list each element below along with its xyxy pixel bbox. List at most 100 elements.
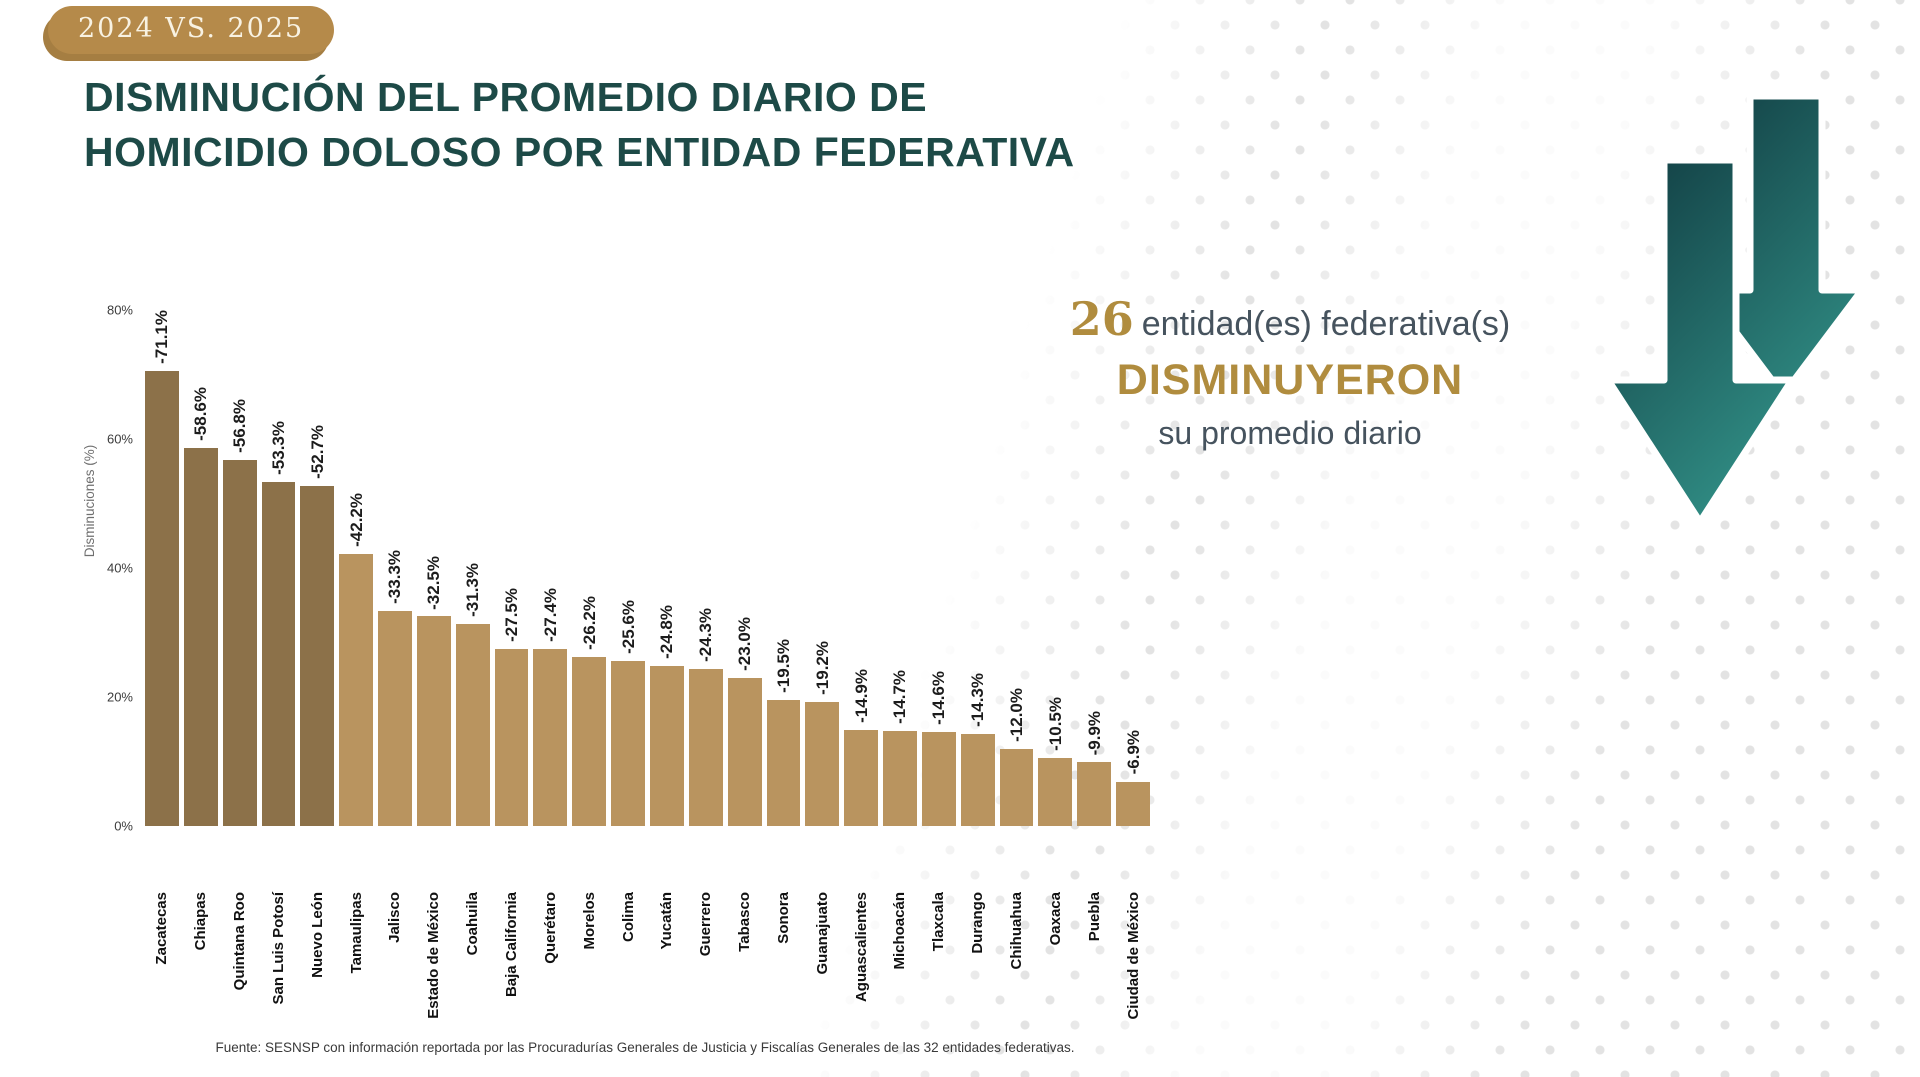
bar-chart: Disminuciones (%) 0% 20% 40% 60% 80% -71.1% -…	[82, 303, 1150, 1077]
x-label-text: Yucatán	[658, 892, 676, 950]
bar-rect	[261, 482, 296, 826]
bar-value-label: -31.3%	[463, 563, 483, 618]
bar-coahuila: -31.3%	[455, 310, 490, 826]
bar-ciudad-de-méxico: -6.9%	[1116, 310, 1150, 826]
bar-value-label: -27.5%	[502, 587, 522, 642]
bar-rect	[727, 677, 762, 826]
x-label-text: Aguascalientes	[852, 892, 870, 1003]
bar-rect	[572, 657, 607, 826]
x-label-text: Ciudad de México	[1124, 892, 1142, 1020]
bar-chiapas: -58.6%	[183, 310, 218, 826]
bar-value-label: -26.2%	[579, 596, 599, 651]
bar-value-label: -71.1%	[152, 310, 172, 364]
bar-rect	[805, 702, 840, 826]
bar-rect	[611, 660, 645, 826]
bar-rect	[649, 666, 684, 826]
year-comparison-badge: 2024 VS. 2025	[48, 6, 335, 54]
bar-value-label: -12.0%	[1006, 687, 1026, 742]
double-down-arrow-icon	[1604, 92, 1866, 526]
x-label-text: Puebla	[1085, 892, 1103, 942]
bar-chihuahua: -12.0%	[999, 310, 1034, 826]
x-label-text: Estado de México	[425, 892, 443, 1019]
bar-rect	[455, 624, 490, 826]
bar-oaxaca: -10.5%	[1038, 310, 1073, 826]
bar-rect	[1077, 762, 1112, 826]
bar-tamaulipas: -42.2%	[339, 310, 374, 826]
page-title-line-1: DISMINUCIÓN DEL PROMEDIO DIARIO DE	[84, 74, 928, 120]
bar-value-label: -14.7%	[890, 670, 910, 725]
bar-colima: -25.6%	[611, 310, 645, 826]
bar-value-label: -56.8%	[230, 398, 250, 453]
x-label-text: San Luis Potosí	[269, 892, 287, 1005]
y-tick-20: 20%	[106, 689, 133, 705]
bar-rect	[183, 448, 218, 826]
bar-value-label: -24.3%	[696, 608, 716, 663]
x-label-text: Jalisco	[386, 892, 404, 943]
bar-value-label: -14.3%	[968, 672, 988, 727]
bar-value-label: -27.4%	[540, 588, 560, 643]
x-label-text: Guerrero	[697, 892, 715, 957]
bar-sonora: -19.5%	[766, 310, 801, 826]
bar-tlaxcala: -14.6%	[921, 310, 956, 826]
page-title: DISMINUCIÓN DEL PROMEDIO DIARIO DE HOMIC…	[84, 70, 1384, 181]
bar-value-label: -32.5%	[424, 555, 444, 610]
bar-value-label: -14.6%	[929, 670, 949, 725]
bar-san-luis-potosí: -53.3%	[261, 310, 296, 826]
bar-value-label: -58.6%	[191, 387, 211, 442]
summary-keyword: DISMINUYERON	[1116, 356, 1464, 404]
bar-yucatán: -24.8%	[649, 310, 684, 826]
x-label-text: Morelos	[580, 892, 598, 950]
bar-value-label: -25.6%	[618, 600, 638, 654]
bar-value-label: -14.9%	[851, 669, 871, 723]
bar-rect	[416, 616, 451, 826]
bar-jalisco: -33.3%	[378, 310, 412, 826]
x-label-text: Guanajuato	[813, 892, 831, 975]
bar-guerrero: -24.3%	[688, 310, 723, 826]
bar-guanajuato: -19.2%	[805, 310, 840, 826]
bar-value-label: -6.9%	[1123, 730, 1143, 775]
bar-puebla: -9.9%	[1077, 310, 1112, 826]
bar-rect	[688, 669, 723, 826]
x-label-text: Baja California	[503, 892, 521, 998]
y-tick-0: 0%	[114, 818, 133, 834]
x-label-text: Querétaro	[541, 892, 559, 964]
bars: -71.1% -58.6% -56.8% -53.3% -52.7% -42.2% -33.…	[145, 310, 1150, 826]
bar-rect	[300, 486, 335, 826]
entity-count-caption: entidad(es) federativa(s)	[1141, 305, 1511, 343]
x-label-text: Michoacán	[891, 892, 909, 970]
plot-area: Disminuciones (%) 0% 20% 40% 60% 80% -71.1% -…	[82, 303, 1150, 834]
entity-count: 26	[1069, 292, 1134, 346]
bar-estado-de-méxico: -32.5%	[416, 310, 451, 826]
y-axis-title: Disminuciones (%)	[81, 444, 97, 558]
bar-rect	[145, 370, 179, 826]
bar-rect	[533, 649, 568, 826]
x-label-text: Nuevo León	[308, 892, 326, 978]
x-label-text: Zacatecas	[153, 892, 171, 965]
x-label-text: Colima	[619, 892, 637, 943]
summary-line-3: su promedio diario	[1158, 415, 1422, 451]
bar-rect	[1116, 781, 1150, 826]
x-label-text: Chiapas	[192, 892, 210, 951]
bar-value-label: -42.2%	[346, 492, 366, 547]
x-label-text: Tabasco	[736, 892, 754, 952]
bar-value-label: -52.7%	[307, 425, 327, 480]
bar-value-label: -10.5%	[1045, 697, 1065, 752]
x-label-text: Durango	[969, 892, 987, 954]
bar-rect	[1038, 758, 1073, 826]
bar-rect	[999, 748, 1034, 826]
x-label-text: Tlaxcala	[930, 892, 948, 952]
x-label-text: Chihuahua	[1007, 892, 1025, 970]
bar-querétaro: -27.4%	[533, 310, 568, 826]
bar-rect	[494, 648, 529, 826]
page-title-line-2: HOMICIDIO DOLOSO POR ENTIDAD FEDERATIVA	[84, 129, 1075, 176]
bar-nuevo-león: -52.7%	[300, 310, 335, 826]
bar-rect	[339, 553, 374, 826]
bar-rect	[378, 611, 412, 826]
y-tick-40: 40%	[106, 560, 133, 576]
bar-zacatecas: -71.1%	[145, 310, 179, 826]
bar-rect	[844, 729, 879, 826]
bar-value-label: -53.3%	[268, 421, 288, 476]
bar-morelos: -26.2%	[572, 310, 607, 826]
bar-michoacán: -14.7%	[883, 310, 917, 826]
bar-value-label: -33.3%	[385, 550, 405, 605]
